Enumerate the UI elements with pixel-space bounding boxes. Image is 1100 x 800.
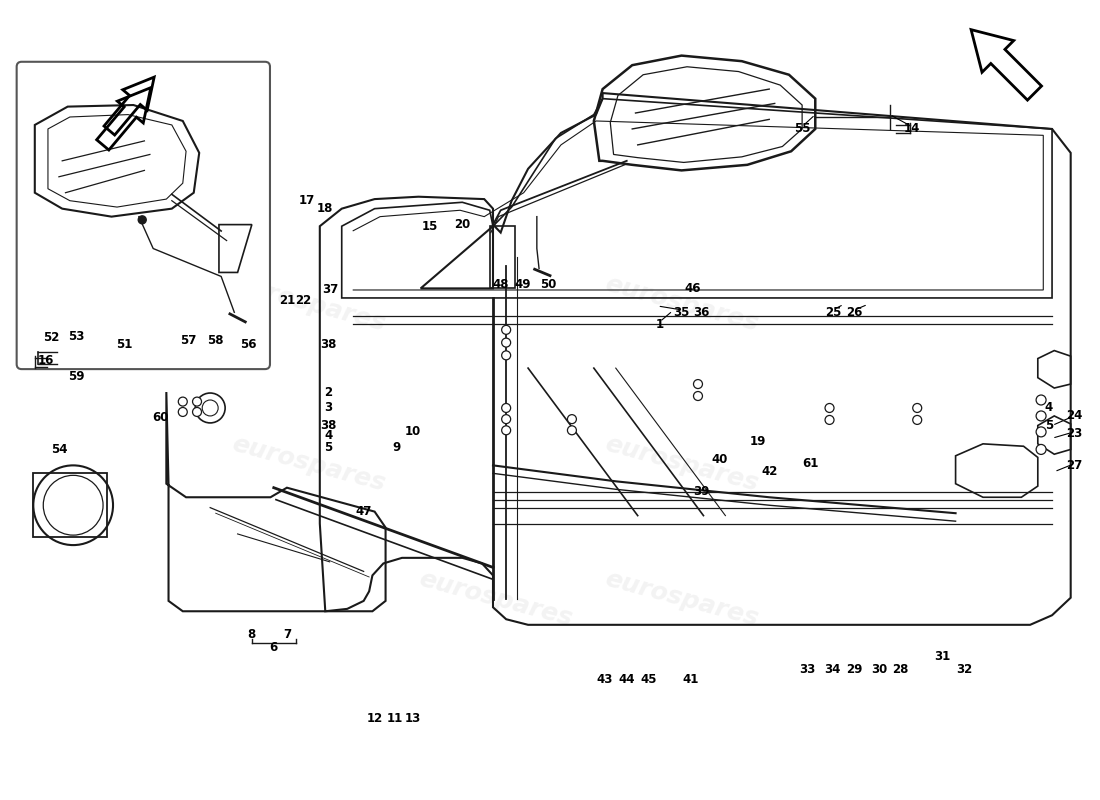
Text: 55: 55 <box>794 122 811 135</box>
Text: 3: 3 <box>324 402 332 414</box>
Text: 53: 53 <box>68 330 85 342</box>
Text: 36: 36 <box>693 306 710 319</box>
Text: 60: 60 <box>153 411 169 424</box>
FancyBboxPatch shape <box>16 62 270 369</box>
Text: 2: 2 <box>324 386 332 398</box>
Text: 57: 57 <box>180 334 197 346</box>
Text: 47: 47 <box>355 505 372 518</box>
Text: 24: 24 <box>1066 410 1082 422</box>
Text: 38: 38 <box>320 419 337 432</box>
Text: 14: 14 <box>903 122 920 135</box>
Circle shape <box>502 351 510 360</box>
Text: eurospares: eurospares <box>602 567 761 631</box>
Circle shape <box>502 338 510 347</box>
Circle shape <box>502 403 510 413</box>
Text: 54: 54 <box>51 443 67 456</box>
Circle shape <box>568 414 576 424</box>
Text: eurospares: eurospares <box>602 432 761 496</box>
Text: 23: 23 <box>1066 427 1082 440</box>
Text: 61: 61 <box>803 458 820 470</box>
Text: eurospares: eurospares <box>230 432 388 496</box>
Text: 5: 5 <box>324 442 332 454</box>
Circle shape <box>178 407 187 417</box>
Circle shape <box>139 216 146 224</box>
Text: 8: 8 <box>248 628 256 641</box>
Text: 33: 33 <box>800 663 816 676</box>
Text: eurospares: eurospares <box>602 272 761 336</box>
Text: 11: 11 <box>386 712 403 726</box>
Text: 43: 43 <box>596 673 613 686</box>
Circle shape <box>1036 445 1046 454</box>
Text: 20: 20 <box>454 218 471 231</box>
Text: 13: 13 <box>405 712 421 726</box>
Text: 16: 16 <box>37 354 54 366</box>
Circle shape <box>568 426 576 434</box>
Text: 42: 42 <box>761 466 778 478</box>
Text: 40: 40 <box>712 454 728 466</box>
Text: 44: 44 <box>618 673 635 686</box>
Text: 32: 32 <box>956 663 972 676</box>
Text: 17: 17 <box>298 194 315 207</box>
Text: 29: 29 <box>847 663 862 676</box>
Text: 35: 35 <box>673 306 690 319</box>
Circle shape <box>502 326 510 334</box>
Circle shape <box>825 403 834 413</box>
Text: 30: 30 <box>871 663 887 676</box>
Circle shape <box>502 426 510 434</box>
Text: 49: 49 <box>515 278 531 291</box>
Circle shape <box>1036 395 1046 405</box>
Bar <box>33 474 107 537</box>
Text: 4: 4 <box>324 430 332 442</box>
Text: 52: 52 <box>43 331 59 344</box>
Text: 45: 45 <box>640 673 657 686</box>
Text: 56: 56 <box>240 338 256 350</box>
Text: 10: 10 <box>405 426 421 438</box>
Circle shape <box>192 397 201 406</box>
Text: 6: 6 <box>270 641 278 654</box>
Text: 39: 39 <box>693 485 710 498</box>
Text: 5: 5 <box>1045 419 1053 432</box>
Text: 46: 46 <box>684 282 701 295</box>
Circle shape <box>693 391 703 401</box>
Circle shape <box>825 415 834 425</box>
Text: 9: 9 <box>393 442 400 454</box>
Circle shape <box>1036 427 1046 437</box>
Text: 59: 59 <box>68 370 85 382</box>
Text: 37: 37 <box>322 283 339 297</box>
Circle shape <box>913 415 922 425</box>
Circle shape <box>192 407 201 417</box>
Text: 21: 21 <box>278 294 295 307</box>
Text: 48: 48 <box>493 278 509 291</box>
Text: 12: 12 <box>366 712 383 726</box>
Text: 51: 51 <box>117 338 133 350</box>
Text: 25: 25 <box>825 306 842 319</box>
Text: 58: 58 <box>208 334 224 346</box>
Circle shape <box>913 403 922 413</box>
Circle shape <box>1036 411 1046 421</box>
Text: 22: 22 <box>295 294 311 307</box>
Text: 7: 7 <box>283 628 292 641</box>
Text: 50: 50 <box>540 278 556 291</box>
Text: 31: 31 <box>934 650 950 663</box>
Text: 26: 26 <box>847 306 862 319</box>
Text: eurospares: eurospares <box>416 567 574 631</box>
Text: 4: 4 <box>1045 402 1053 414</box>
Text: 27: 27 <box>1066 459 1082 472</box>
Circle shape <box>178 397 187 406</box>
Circle shape <box>693 379 703 389</box>
Text: 15: 15 <box>421 220 438 233</box>
Text: 1: 1 <box>656 318 663 330</box>
Text: 19: 19 <box>750 435 767 448</box>
Text: eurospares: eurospares <box>230 272 388 336</box>
Text: 18: 18 <box>317 202 333 215</box>
Text: 41: 41 <box>682 673 698 686</box>
Text: 34: 34 <box>825 663 842 676</box>
Text: 38: 38 <box>320 338 337 350</box>
Text: 28: 28 <box>892 663 909 676</box>
Circle shape <box>502 414 510 424</box>
